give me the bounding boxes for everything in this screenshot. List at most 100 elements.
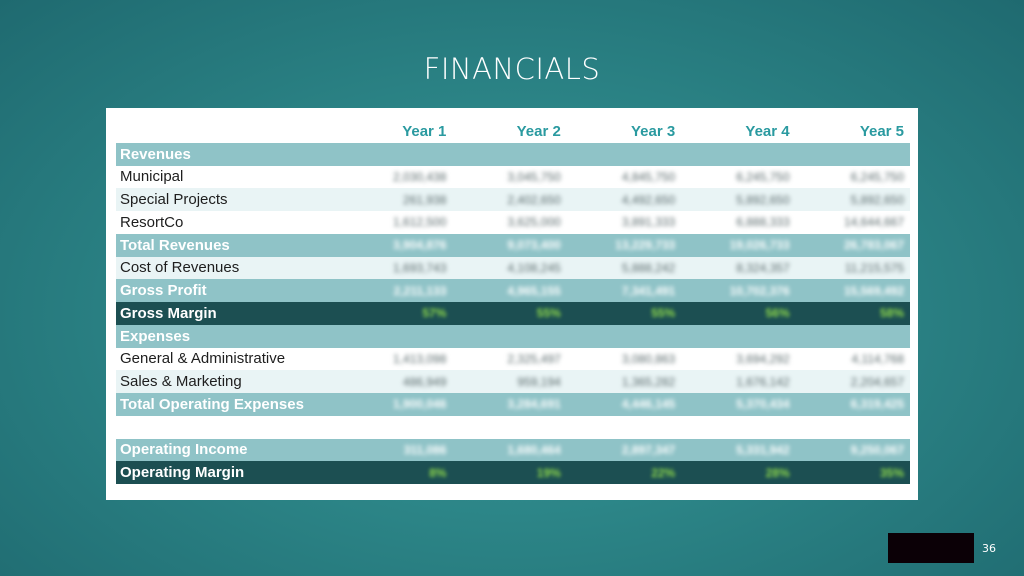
row-value: 1,365,282 — [621, 374, 676, 389]
row-label: Cost of Revenues — [120, 259, 240, 277]
row-value: 2,030,438 — [393, 169, 447, 184]
row-value: 3,904,876 — [393, 238, 447, 253]
row-label: ResortCo — [120, 213, 184, 231]
row-label: Gross Profit — [120, 282, 207, 300]
row-value: 3,625,000 — [507, 215, 561, 230]
row-value: 1,680,464 — [507, 442, 561, 457]
row-value: 2,211,133 — [393, 283, 447, 298]
row-value: 57% — [422, 306, 447, 321]
row-value: 6,319,425 — [850, 397, 905, 412]
slide-title: FINANCIALS — [423, 52, 601, 86]
financials-grid: Year 1 Year 2 Year 3 Year 4 Year 5 Reven… — [116, 120, 910, 484]
row-value: 1,693,743 — [393, 260, 447, 275]
row-value: 19,026,733 — [729, 238, 790, 253]
row-value: 8% — [429, 465, 447, 480]
row-value: 1,676,142 — [736, 374, 790, 389]
row-value: 4,108,245 — [507, 260, 561, 275]
row-value: 2,897,347 — [621, 442, 676, 457]
table-row: Operating Income 311,086 1,680,464 2,897,34… — [116, 438, 910, 462]
year-header: Year 4 — [745, 122, 790, 140]
row-value: 1,413,098 — [393, 351, 447, 366]
table-row: Total Operating Expenses 1,900,046 3,284,6… — [116, 393, 910, 416]
row-value: 7,341,491 — [621, 283, 676, 298]
row-value: 1,900,046 — [393, 397, 447, 412]
table-row: Total Revenues 3,904,876 9,073,400 13,229,7… — [116, 233, 910, 257]
row-value: 11,215,575 — [844, 260, 905, 275]
row-value: 3,080,863 — [621, 351, 676, 366]
table-row: Special Projects 261,938 2,402,650 4,492,65… — [116, 188, 910, 211]
row-value: 3,694,292 — [736, 351, 790, 366]
page-number: 36 — [982, 542, 996, 555]
year-header: Year 5 — [859, 122, 905, 140]
row-value: 9,250,067 — [850, 442, 905, 457]
row-value: 5,888,242 — [621, 260, 676, 275]
row-value: 2,325,497 — [507, 351, 561, 366]
row-label: Expenses — [120, 327, 191, 345]
row-value: 486,949 — [403, 374, 447, 389]
row-value: 5,892,650 — [736, 192, 790, 207]
row-value: 311,086 — [403, 442, 447, 457]
row-value: 4,446,145 — [621, 397, 676, 412]
row-value: 22% — [651, 465, 676, 480]
row-label: Total Operating Expenses — [120, 395, 304, 413]
table-row: Revenues — [116, 142, 910, 166]
year-header: Year 3 — [631, 122, 676, 140]
row-value: 4,965,155 — [507, 283, 561, 298]
table-row: Expenses — [116, 324, 910, 348]
table-row: Operating Margin 8% 19% 22% 28% 35% — [116, 461, 910, 484]
row-value: 6,245,750 — [736, 169, 790, 184]
row-value: 14,644,667 — [843, 215, 905, 230]
row-value: 2,204,657 — [850, 374, 905, 389]
row-value: 6,245,750 — [850, 169, 905, 184]
row-value: 4,114,768 — [851, 351, 905, 366]
row-value: 35% — [880, 465, 905, 480]
row-value: 13,229,733 — [615, 238, 676, 253]
row-label: Gross Margin — [120, 304, 217, 322]
row-value: 3,284,691 — [507, 397, 561, 412]
row-value: 261,938 — [403, 192, 447, 207]
row-value: 4,845,750 — [621, 169, 676, 184]
row-value: 9,073,400 — [507, 238, 561, 253]
financials-table: Year 1 Year 2 Year 3 Year 4 Year 5 Reven… — [106, 108, 918, 500]
row-label: Operating Income — [120, 441, 248, 459]
row-value: 19% — [536, 465, 561, 480]
row-label: Revenues — [120, 145, 191, 163]
table-row: Gross Margin 57% 55% 55% 56% 58% — [116, 302, 910, 325]
row-label: General & Administrative — [120, 350, 286, 368]
row-value: 55% — [536, 306, 561, 321]
row-value: 4,492,650 — [621, 192, 676, 207]
row-value: 56% — [765, 306, 790, 321]
table-row: ResortCo 1,612,500 3,625,000 3,891,333 6,888… — [116, 211, 910, 234]
row-value: 58% — [880, 306, 905, 321]
year-header: Year 1 — [402, 122, 447, 140]
row-label: Operating Margin — [120, 464, 245, 482]
table-row: Sales & Marketing 486,949 959,194 1,365,282… — [116, 370, 910, 393]
row-value: 10,702,376 — [729, 283, 790, 298]
row-value: 5,892,650 — [850, 192, 905, 207]
row-value: 3,045,750 — [507, 169, 561, 184]
row-label: Sales & Marketing — [120, 373, 242, 391]
table-row: General & Administrative 1,413,098 2,325,4… — [116, 347, 910, 371]
year-header: Year 2 — [516, 122, 561, 140]
row-value: 15,569,492 — [843, 283, 905, 298]
row-value: 959,194 — [517, 374, 561, 389]
row-label: Total Revenues — [120, 236, 230, 254]
year-header-row: Year 1 Year 2 Year 3 Year 4 Year 5 — [116, 120, 910, 143]
redaction-box — [888, 533, 974, 563]
row-label: Municipal — [120, 168, 184, 186]
row-value: 26,783,067 — [843, 238, 905, 253]
spacer-row — [116, 415, 910, 439]
row-value: 2,402,650 — [507, 192, 561, 207]
table-row: Cost of Revenues 1,693,743 4,108,245 5,888,… — [116, 256, 910, 280]
row-value: 6,888,333 — [736, 215, 790, 230]
row-value: 1,612,500 — [393, 215, 447, 230]
row-value: 5,370,434 — [736, 397, 790, 412]
row-label: Special Projects — [120, 191, 228, 209]
row-value: 5,331,942 — [736, 442, 790, 457]
table-row: Municipal 2,030,438 3,045,750 4,845,750 6,24… — [116, 165, 910, 189]
row-value: 8,324,357 — [736, 260, 790, 275]
row-value: 28% — [765, 465, 790, 480]
row-value: 55% — [651, 306, 676, 321]
table-row: Gross Profit 2,211,133 4,965,155 7,341,491 1… — [116, 279, 910, 302]
row-value: 3,891,333 — [621, 215, 676, 230]
